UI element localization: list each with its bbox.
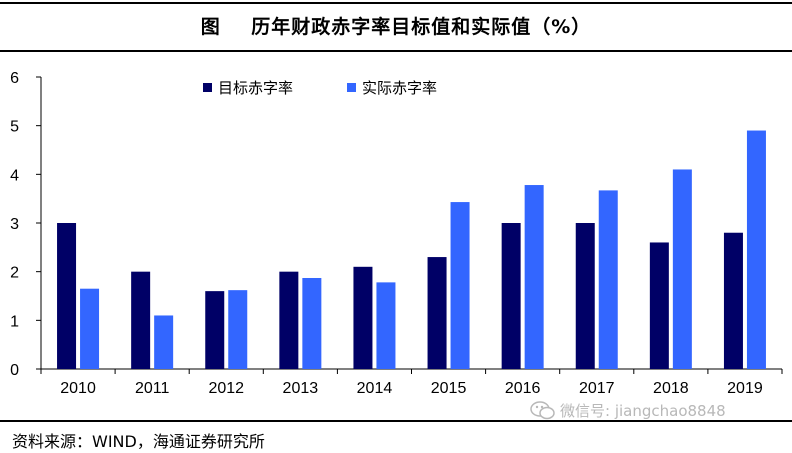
actual-deficit-bar (598, 190, 618, 369)
title-bottom-rule (0, 50, 792, 52)
target-deficit-bar (723, 232, 743, 369)
x-tick-label: 2019 (727, 380, 763, 397)
actual-deficit-bar (746, 130, 766, 369)
actual-deficit-bar (228, 290, 248, 369)
actual-deficit-bar (672, 169, 692, 369)
target-deficit-bar (649, 242, 669, 369)
title-bar: 图 历年财政赤字率目标值和实际值（%） (0, 0, 792, 50)
x-tick-label: 2014 (357, 380, 393, 397)
footer-rule (0, 420, 792, 422)
title-top-rule (0, 2, 792, 4)
watermark: 微信号: jiangchao8848 (530, 400, 726, 421)
target-deficit-bar (353, 266, 373, 369)
target-deficit-bar (575, 223, 595, 369)
target-deficit-bar (57, 223, 77, 369)
target-deficit-bar (205, 291, 225, 369)
actual-deficit-bar (154, 315, 174, 369)
target-deficit-bar (427, 257, 447, 369)
y-tick-label: 5 (10, 119, 19, 136)
y-tick-label: 3 (10, 216, 19, 233)
bar-chart: 0 1 2 3 4 5 6 2010 2011 2012 2013 2014 2015 2016 2017 2… (10, 70, 783, 397)
x-tick-label: 2013 (283, 380, 319, 397)
actual-deficit-bar (376, 282, 396, 369)
legend-swatch-target (203, 83, 212, 92)
source-note: 资料来源：WIND，海通证券研究所 (12, 432, 265, 451)
actual-deficit-bar (524, 185, 544, 369)
x-tick-label: 2018 (653, 380, 689, 397)
x-tick-label: 2016 (505, 380, 541, 397)
x-tick-label: 2011 (135, 380, 170, 397)
target-deficit-bar (131, 271, 151, 369)
x-tick-label: 2015 (431, 380, 467, 397)
y-tick-label: 1 (10, 313, 19, 330)
x-tick-label: 2017 (579, 380, 615, 397)
x-tick-label: 2010 (60, 380, 96, 397)
legend-label-actual: 实际赤字率 (362, 79, 437, 97)
watermark-text: 微信号: jiangchao8848 (560, 402, 726, 420)
legend-swatch-actual (347, 83, 356, 92)
target-deficit-bar (279, 271, 299, 369)
y-tick-label: 6 (10, 70, 19, 87)
legend-label-target: 目标赤字率 (218, 79, 293, 97)
y-tick-label: 4 (10, 167, 19, 184)
wechat-icon (530, 400, 555, 419)
actual-deficit-bar (80, 288, 100, 369)
chart-title: 图 历年财政赤字率目标值和实际值（%） (200, 15, 592, 38)
target-deficit-bar (501, 223, 521, 369)
x-tick-label: 2012 (208, 380, 244, 397)
y-tick-label: 2 (10, 265, 19, 282)
y-tick-label: 0 (10, 362, 19, 379)
actual-deficit-bar (302, 277, 322, 369)
actual-deficit-bar (450, 202, 470, 369)
